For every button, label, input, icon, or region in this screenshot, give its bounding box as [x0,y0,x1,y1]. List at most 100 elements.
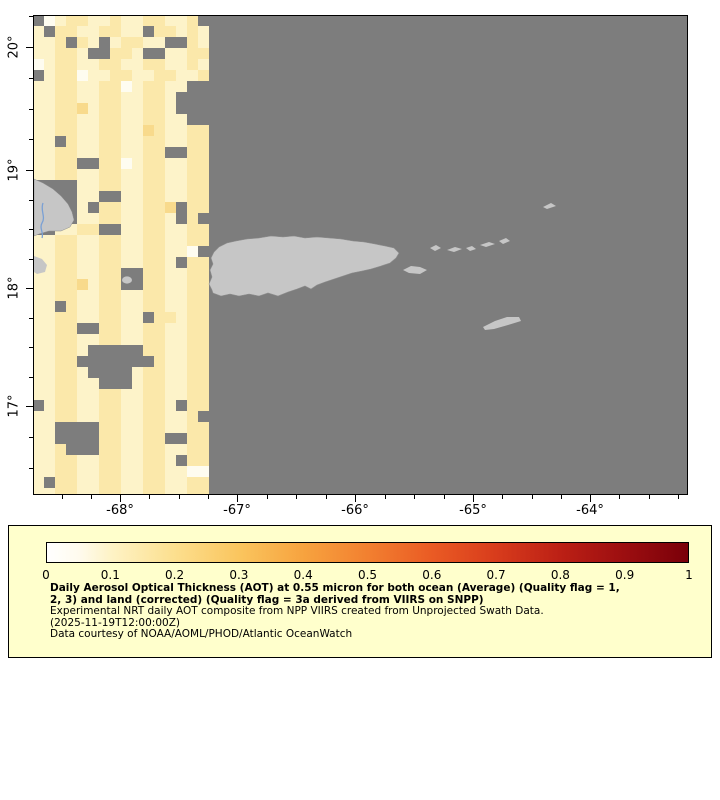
aot-cell [143,477,154,488]
aot-cell [44,411,55,422]
aot-cell [176,301,187,312]
aot-cell [110,26,121,37]
aot-cell [77,26,88,37]
aot-cell [110,16,121,26]
land-overlay [34,178,556,330]
aot-cell [165,70,176,81]
aot-cell [121,389,132,400]
aot-cell [121,433,132,444]
aot-cell [99,103,110,114]
aot-cell [165,202,176,213]
aot-cell [44,103,55,114]
lat-minor-tick [29,16,33,18]
aot-cell [176,158,187,169]
aot-cell [99,323,110,334]
aot-cell [88,26,99,37]
aot-cell [143,191,154,202]
aot-cell [143,367,154,378]
aot-cell [198,48,209,59]
aot-cell [187,136,198,147]
aot-cell [121,235,132,246]
aot-cell [154,246,165,257]
colorbar-tick-label: 0.7 [486,568,506,582]
aot-cell [44,290,55,301]
aot-cell [121,70,132,81]
aot-cell [176,246,187,257]
aot-cell [165,455,176,466]
lat-minor-tick [29,199,33,201]
lon-minor-tick [384,495,386,499]
aot-cell [132,312,143,323]
aot-cell [165,477,176,488]
aot-cell [44,455,55,466]
aot-cell [110,81,121,92]
lon-minor-tick [502,495,504,499]
aot-cell [77,477,88,488]
aot-cell [110,279,121,290]
aot-cell [143,103,154,114]
aot-cell [187,37,198,48]
aot-cell [187,48,198,59]
aot-cell [77,235,88,246]
aot-cell [165,411,176,422]
aot-cell [110,48,121,59]
aot-cell [55,455,66,466]
aot-cell [77,345,88,356]
aot-cell [55,378,66,389]
aot-cell [121,26,132,37]
aot-cell [121,16,132,26]
aot-cell [110,92,121,103]
aot-cell [121,301,132,312]
aot-cell [77,389,88,400]
aot-cell [110,147,121,158]
aot-cell [154,158,165,169]
lat-minor-tick [29,467,33,469]
aot-cell [110,37,121,48]
aot-cell [198,433,209,444]
lon-minor-tick [149,495,151,499]
aot-cell [132,246,143,257]
legend-title-line2: 2, 3) and land (corrected) (Quality flag… [50,593,484,606]
aot-cell [176,114,187,125]
aot-cell [187,488,198,494]
aot-cell [132,455,143,466]
aot-cell [66,59,77,70]
aot-cell [154,235,165,246]
lon-major-tick [120,495,121,502]
aot-cell [176,323,187,334]
aot-cell [110,323,121,334]
aot-cell [165,378,176,389]
aot-cell [143,290,154,301]
aot-cell [198,268,209,279]
aot-cell [121,246,132,257]
aot-cell [66,455,77,466]
aot-cell [34,114,44,125]
aot-cell [132,26,143,37]
aot-cell [198,312,209,323]
aot-cell [198,147,209,158]
aot-cell [88,279,99,290]
lon-tick-label: -67° [223,503,251,518]
aot-cell [77,455,88,466]
colorbar-tick-label: 0.6 [422,568,442,582]
aot-cell [44,268,55,279]
aot-cell [143,147,154,158]
aot-cell [198,345,209,356]
aot-cell [88,125,99,136]
aot-cell [132,81,143,92]
aot-cell [55,37,66,48]
aot-cell [143,389,154,400]
aot-cell [165,389,176,400]
vieques-island [403,266,427,274]
aot-cell [34,477,44,488]
aot-cell [132,488,143,494]
lon-minor-tick [443,495,445,499]
aot-cell [34,92,44,103]
aot-cell [176,389,187,400]
aot-cell [44,147,55,158]
legend-title-line1: Daily Aerosol Optical Thickness (AOT) at… [50,582,620,594]
aot-cell [154,411,165,422]
aot-cell [88,213,99,224]
aot-cell [44,136,55,147]
aot-cell [165,356,176,367]
